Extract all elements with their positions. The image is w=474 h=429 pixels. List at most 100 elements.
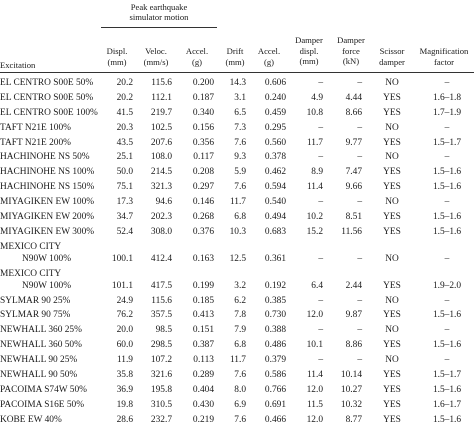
cell-magnification: –: [444, 122, 450, 133]
cell-magnification: –: [444, 78, 450, 88]
cell-damper-displ: 10.1: [306, 340, 323, 351]
table-row: SYLMAR 90 75% 76.2 357.5 0.413 7.8 0.730 12.0 9…: [0, 309, 474, 324]
col-header-excitation: Excitation: [0, 60, 36, 70]
cell-excitation-line: NEWHALL 360 25%: [0, 325, 82, 336]
cell-accel2: 0.379: [264, 355, 286, 366]
table-row: NEWHALL 90 25% 11.9 107.2 0.113 11.7 0.379 – – N…: [0, 354, 474, 369]
cell-accel: 0.430: [192, 399, 214, 410]
cell-accel2: 0.385: [264, 295, 286, 306]
cell-excitation-line: HACHINOHE NS 150%: [0, 182, 95, 193]
cell-excitation: NEWHALL 90 50%: [0, 369, 77, 381]
cell-accel2: 0.586: [264, 370, 286, 381]
cell-magnification: 1.5–1.6: [432, 340, 462, 351]
cell-damper-displ: –: [318, 152, 323, 163]
cell-displ: 20.0: [116, 325, 133, 336]
cell-veloc: 321.3: [150, 182, 172, 193]
cell-excitation-line: EL CENTRO S00E 50%: [0, 78, 94, 88]
col-header-accel-line1: Accel.: [185, 46, 209, 56]
cell-magnification: 1.5–1.6: [432, 310, 462, 321]
cell-magnification: 1.5–1.7: [432, 370, 462, 381]
cell-magnification: –: [444, 197, 450, 208]
cell-magnification: 1.5–1.6: [432, 182, 462, 193]
cell-displ: 35.8: [116, 370, 133, 381]
cell-accel: 0.156: [192, 122, 214, 133]
col-header-scissor: Scissor damper: [374, 46, 410, 67]
cell-damper-displ: 8.9: [311, 167, 323, 178]
table-row: PACOIMA S74W 50% 36.9 195.8 0.404 8.0 0.766 12…: [0, 384, 474, 399]
col-header-magnification-line1: Magnification: [419, 46, 469, 56]
cell-accel: 0.117: [193, 152, 214, 163]
cell-displ: 24.9: [116, 295, 133, 306]
cell-displ: 20.3: [116, 122, 133, 133]
cell-accel2: 0.462: [264, 167, 286, 178]
cell-scissor: NO: [385, 197, 399, 208]
table-row: MEXICO CITY N90W 100% 100.1 412.4 0.163 12.5 0…: [0, 241, 474, 268]
cell-accel: 0.208: [192, 167, 214, 178]
cell-damper-displ: –: [318, 325, 323, 336]
cell-damper-displ: 12.0: [306, 310, 323, 321]
cell-displ: 17.3: [116, 197, 133, 208]
cell-damper-displ: 6.4: [311, 280, 323, 291]
cell-veloc: 219.7: [150, 107, 172, 118]
table-body: EL CENTRO S00E 50% 20.2 115.6 0.200 14.3 0.60…: [0, 77, 474, 429]
table-row: KOBE EW 40% 28.6 232.7 0.219 7.6 0.466 12.0 8.7…: [0, 414, 474, 429]
cell-accel: 0.113: [193, 355, 214, 366]
table-row: HACHINOHE NS 100% 50.0 214.5 0.208 5.9 0.462 8…: [0, 166, 474, 181]
col-header-accel-line2: (g): [191, 56, 203, 67]
cell-scissor: YES: [383, 226, 401, 237]
cell-displ: 43.5: [116, 137, 133, 148]
cell-damper-force: 8.51: [345, 212, 362, 223]
cell-drift: 6.5: [234, 107, 246, 118]
cell-damper-force: 7.47: [345, 167, 362, 178]
cell-veloc: 214.5: [150, 167, 172, 178]
cell-damper-displ: –: [318, 78, 323, 88]
col-header-damper-displ-line2: displ.: [299, 45, 319, 56]
cell-excitation-line: SYLMAR 90 25%: [0, 295, 71, 306]
cell-accel2: 0.295: [264, 122, 286, 133]
table-row: NEWHALL 90 50% 35.8 321.6 0.289 7.6 0.586 11.4…: [0, 369, 474, 384]
cell-displ: 75.1: [116, 182, 133, 193]
cell-displ: 52.4: [116, 226, 133, 237]
cell-excitation-line: KOBE EW 40%: [0, 414, 62, 425]
cell-accel: 0.356: [192, 137, 214, 148]
cell-excitation-line: MIYAGIKEN EW 200%: [0, 212, 95, 223]
cell-accel: 0.187: [192, 92, 214, 103]
col-header-damper-force-line1: Damper: [337, 35, 365, 45]
table-row: EL CENTRO S00E 50% 20.2 112.1 0.187 3.1 0.240…: [0, 92, 474, 107]
cell-magnification: 1.5–1.6: [432, 414, 462, 425]
cell-excitation: EL CENTRO S00E 50%: [0, 77, 93, 89]
cell-scissor: YES: [383, 107, 401, 118]
cell-drift: 5.9: [234, 167, 246, 178]
cell-drift: 10.3: [229, 226, 246, 237]
cell-damper-displ: 4.9: [311, 92, 323, 103]
cell-damper-force: 11.56: [341, 226, 362, 237]
cell-displ: 11.9: [116, 355, 133, 366]
cell-damper-displ: –: [318, 355, 323, 366]
cell-excitation: HACHINOHE NS 50%: [0, 151, 90, 163]
cell-damper-force: 10.14: [340, 370, 362, 381]
cell-excitation: MIYAGIKEN EW 200%: [0, 211, 94, 223]
col-header-damper-force-line2: force: [342, 45, 360, 56]
cell-displ: 50.0: [116, 167, 133, 178]
col-header-veloc-line2: (mm/s): [143, 56, 169, 67]
cell-damper-force: 9.77: [345, 137, 362, 148]
cell-magnification: 1.5–1.7: [432, 137, 462, 148]
cell-excitation: PACOIMA S16E 50%: [0, 399, 84, 411]
cell-accel2: 0.486: [264, 340, 286, 351]
cell-excitation: TAFT N21E 100%: [0, 122, 71, 134]
cell-drift: 7.6: [234, 414, 246, 425]
cell-damper-force: 10.32: [340, 399, 362, 410]
cell-displ: 34.7: [116, 212, 133, 223]
cell-excitation-line: HACHINOHE NS 100%: [0, 167, 95, 178]
cell-scissor: NO: [385, 355, 399, 366]
cell-veloc: 107.2: [150, 355, 172, 366]
cell-drift: 11.7: [229, 197, 246, 208]
cell-veloc: 207.6: [150, 137, 172, 148]
cell-veloc: 357.5: [150, 310, 172, 321]
cell-veloc: 417.5: [150, 280, 172, 291]
cell-excitation-line: NEWHALL 90 50%: [0, 370, 78, 381]
cell-scissor: NO: [385, 122, 399, 133]
cell-magnification: 1.6–1.7: [432, 399, 462, 410]
cell-scissor: YES: [383, 182, 401, 193]
